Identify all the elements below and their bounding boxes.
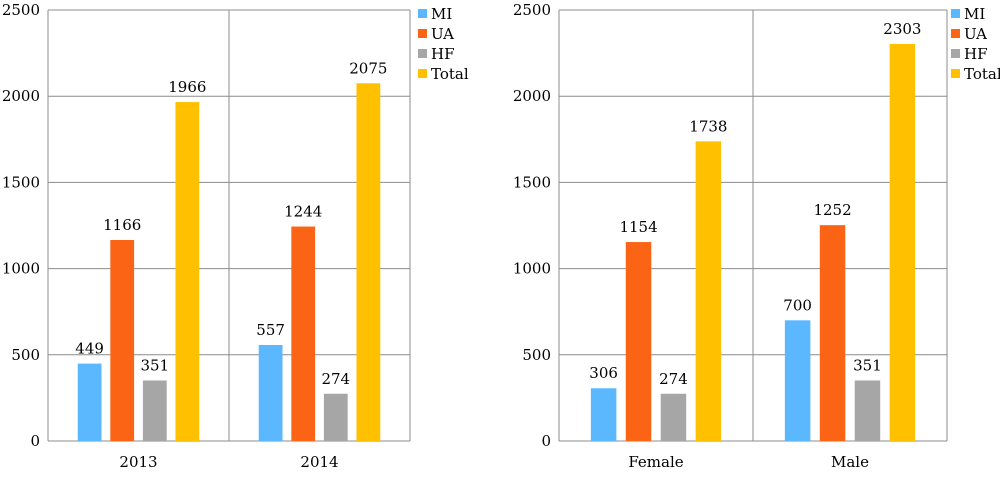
legend-label: UA <box>964 25 987 43</box>
data-label: 1244 <box>284 203 322 221</box>
legend-swatch <box>418 69 427 78</box>
bar-mi-female <box>590 388 617 441</box>
bar-ua-2014 <box>291 226 316 441</box>
legend-swatch <box>951 49 960 58</box>
legend-swatch <box>951 69 960 78</box>
data-label: 1166 <box>103 216 141 234</box>
legend-label: Total <box>431 65 469 83</box>
legend-swatch <box>951 9 960 18</box>
legend-label: HF <box>964 45 988 63</box>
bar-hf-male <box>854 380 881 441</box>
data-label: 557 <box>256 321 285 339</box>
data-label: 351 <box>853 356 882 374</box>
legend: MI UA HF Total <box>951 5 1000 83</box>
y-tick-label: 500 <box>522 346 551 364</box>
bar-total-male <box>889 43 916 441</box>
legend-swatch <box>418 9 427 18</box>
chart-1: 0 500 1000 1500 2000 2500 449 1166 351 1966 2013 55… <box>2 1 469 471</box>
y-tick-label: 2000 <box>513 87 551 105</box>
legend-swatch <box>418 29 427 38</box>
data-label: 351 <box>140 356 169 374</box>
data-label: 1154 <box>619 218 657 236</box>
data-label: 306 <box>589 364 618 382</box>
legend-label: MI <box>964 5 985 23</box>
legend-label: MI <box>431 5 452 23</box>
bar-mi-male <box>784 320 811 441</box>
legend: MI UA HF Total <box>418 5 469 83</box>
bar-total-2014 <box>356 83 381 442</box>
bar-total-2013 <box>175 102 200 442</box>
y-tick-label: 1500 <box>513 173 551 191</box>
data-label: 274 <box>659 370 688 388</box>
y-tick-label: 1000 <box>2 260 40 278</box>
y-tick-label: 0 <box>30 432 40 450</box>
y-tick-label: 2500 <box>2 1 40 19</box>
legend-label: UA <box>431 25 454 43</box>
legend-swatch <box>418 49 427 58</box>
y-tick-label: 500 <box>11 346 40 364</box>
x-tick-label: 2014 <box>300 453 338 471</box>
bar-mi-2013 <box>77 363 102 441</box>
data-label: 2075 <box>349 59 387 77</box>
chart-2: 0 500 1000 1500 2000 2500 306 1154 274 1738 Female… <box>513 1 1000 471</box>
legend-label: HF <box>431 45 455 63</box>
bar-total-female <box>695 141 722 441</box>
data-label: 449 <box>75 340 104 358</box>
bar-ua-2013 <box>110 239 135 441</box>
y-tick-label: 0 <box>541 432 551 450</box>
bar-hf-female <box>660 393 687 441</box>
x-tick-label: 2013 <box>119 453 157 471</box>
x-tick-label: Male <box>831 453 869 471</box>
y-tick-label: 1500 <box>2 173 40 191</box>
data-label: 700 <box>783 296 812 314</box>
y-tick-label: 2500 <box>513 1 551 19</box>
data-label: 2303 <box>883 20 921 38</box>
y-tick-label: 1000 <box>513 260 551 278</box>
bar-mi-2014 <box>258 344 283 441</box>
y-tick-label: 2000 <box>2 87 40 105</box>
data-label: 1738 <box>689 117 727 135</box>
legend-swatch <box>951 29 960 38</box>
data-label: 274 <box>321 370 350 388</box>
bar-hf-2013 <box>142 380 167 441</box>
data-label: 1252 <box>813 201 851 219</box>
bar-hf-2014 <box>323 393 348 441</box>
bar-ua-female <box>625 242 652 441</box>
bar-ua-male <box>819 225 846 441</box>
data-label: 1966 <box>168 78 206 96</box>
legend-label: Total <box>964 65 1000 83</box>
x-tick-label: Female <box>628 453 683 471</box>
